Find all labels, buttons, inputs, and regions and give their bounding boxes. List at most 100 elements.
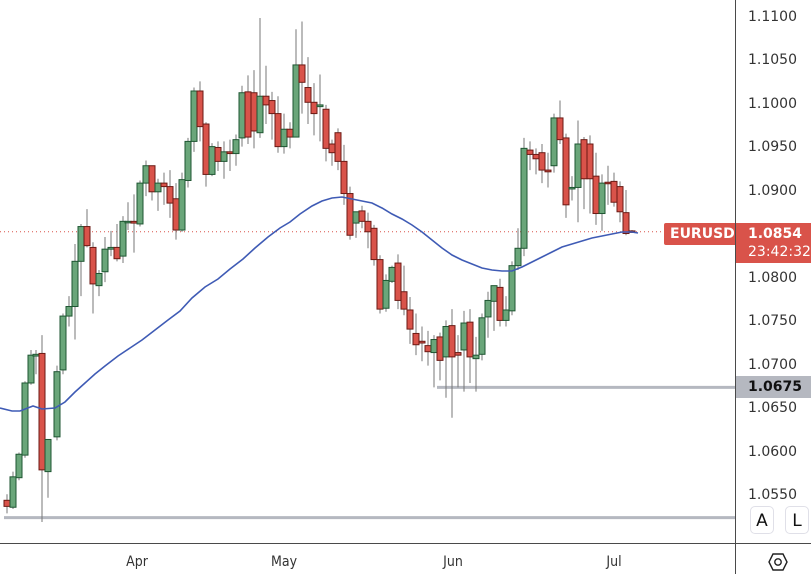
candle[interactable] bbox=[484, 291, 492, 338]
candle[interactable] bbox=[238, 85, 246, 147]
candle[interactable] bbox=[358, 205, 366, 229]
candle[interactable] bbox=[592, 152, 600, 225]
candle[interactable] bbox=[448, 309, 456, 418]
candle[interactable] bbox=[166, 170, 174, 218]
candle[interactable] bbox=[340, 144, 348, 205]
candle[interactable] bbox=[310, 83, 318, 136]
candle[interactable] bbox=[454, 335, 462, 388]
candle[interactable] bbox=[101, 236, 109, 283]
candle[interactable] bbox=[568, 176, 576, 201]
candle[interactable] bbox=[268, 91, 276, 140]
log-scale-button[interactable]: L bbox=[785, 506, 809, 534]
candle[interactable] bbox=[44, 438, 52, 498]
candle[interactable] bbox=[298, 21, 306, 114]
candle[interactable] bbox=[502, 296, 510, 327]
candle[interactable] bbox=[184, 137, 192, 188]
candle[interactable] bbox=[53, 365, 61, 441]
candle[interactable] bbox=[322, 104, 330, 162]
candle[interactable] bbox=[478, 313, 486, 361]
candle[interactable] bbox=[83, 209, 91, 248]
candle[interactable] bbox=[77, 223, 85, 297]
candle[interactable] bbox=[27, 349, 35, 385]
candlestick-plot[interactable] bbox=[0, 0, 735, 543]
candle[interactable] bbox=[71, 243, 79, 340]
candle[interactable] bbox=[622, 190, 630, 236]
candle[interactable] bbox=[274, 96, 282, 153]
candle[interactable] bbox=[394, 254, 402, 310]
candle[interactable] bbox=[160, 172, 168, 205]
candle[interactable] bbox=[148, 165, 156, 201]
candle[interactable] bbox=[496, 278, 504, 327]
candle[interactable] bbox=[316, 74, 324, 142]
candle[interactable] bbox=[65, 296, 73, 327]
candle[interactable] bbox=[130, 194, 138, 253]
candle[interactable] bbox=[113, 223, 121, 262]
candle[interactable] bbox=[406, 296, 414, 344]
candle[interactable] bbox=[95, 270, 103, 297]
candle[interactable] bbox=[574, 120, 582, 223]
candle[interactable] bbox=[59, 313, 67, 375]
candle[interactable] bbox=[580, 137, 588, 210]
candle[interactable] bbox=[172, 183, 180, 240]
candle[interactable] bbox=[436, 332, 444, 381]
candle[interactable] bbox=[3, 494, 11, 514]
candle[interactable] bbox=[262, 65, 270, 125]
price-axis[interactable]: 1.1100 1.1050 1.1000 1.0950 1.0900 1.0800 1.07… bbox=[735, 0, 811, 543]
candle[interactable] bbox=[232, 134, 240, 166]
candle[interactable] bbox=[250, 70, 258, 149]
candle[interactable] bbox=[154, 178, 162, 211]
candle[interactable] bbox=[244, 75, 252, 145]
candle[interactable] bbox=[9, 471, 17, 509]
candle[interactable] bbox=[352, 211, 360, 238]
candle[interactable] bbox=[610, 172, 618, 207]
candle[interactable] bbox=[514, 228, 522, 271]
candle[interactable] bbox=[364, 212, 372, 249]
chart-area[interactable]: EURUSD bbox=[0, 0, 741, 543]
candle[interactable] bbox=[196, 81, 204, 142]
candle[interactable] bbox=[119, 216, 127, 264]
candle[interactable] bbox=[520, 137, 528, 257]
candle[interactable] bbox=[220, 141, 228, 179]
candle[interactable] bbox=[292, 29, 300, 138]
candle[interactable] bbox=[382, 274, 390, 312]
candle[interactable] bbox=[370, 224, 378, 266]
candle[interactable] bbox=[586, 135, 594, 214]
candle[interactable] bbox=[202, 122, 210, 187]
candle[interactable] bbox=[214, 141, 222, 171]
candle[interactable] bbox=[334, 128, 342, 171]
candle[interactable] bbox=[604, 165, 612, 205]
candle[interactable] bbox=[208, 143, 216, 177]
candle[interactable] bbox=[286, 122, 294, 149]
candle[interactable] bbox=[388, 265, 396, 284]
candle[interactable] bbox=[256, 18, 264, 138]
candle[interactable] bbox=[107, 230, 115, 257]
candle[interactable] bbox=[412, 313, 420, 356]
candle[interactable] bbox=[598, 174, 606, 231]
auto-scale-button[interactable]: A bbox=[750, 506, 774, 534]
candle[interactable] bbox=[142, 160, 150, 197]
candle[interactable] bbox=[532, 148, 540, 175]
candle[interactable] bbox=[418, 326, 426, 362]
candle[interactable] bbox=[616, 181, 624, 223]
candle[interactable] bbox=[430, 335, 438, 388]
candle[interactable] bbox=[538, 144, 546, 184]
candle[interactable] bbox=[304, 57, 312, 125]
candle[interactable] bbox=[136, 180, 144, 227]
time-axis[interactable]: Apr May Jun Jul bbox=[0, 543, 735, 574]
candle[interactable] bbox=[490, 285, 498, 331]
candle[interactable] bbox=[280, 113, 288, 154]
candle[interactable] bbox=[190, 87, 198, 152]
candle[interactable] bbox=[466, 309, 474, 383]
settings-hexagon-icon[interactable] bbox=[768, 552, 788, 572]
candle[interactable] bbox=[556, 100, 564, 145]
candle[interactable] bbox=[178, 172, 186, 232]
candle[interactable] bbox=[472, 336, 480, 392]
candle[interactable] bbox=[89, 242, 97, 314]
candle[interactable] bbox=[15, 452, 23, 481]
candle[interactable] bbox=[346, 186, 354, 240]
candle[interactable] bbox=[544, 152, 552, 188]
candle[interactable] bbox=[562, 133, 570, 218]
candle[interactable] bbox=[226, 139, 234, 171]
candle[interactable] bbox=[400, 265, 408, 316]
candle[interactable] bbox=[424, 330, 432, 366]
